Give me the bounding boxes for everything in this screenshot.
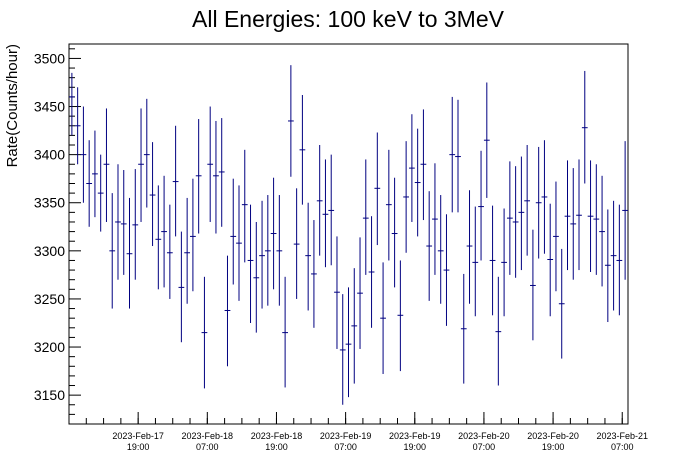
y-tick-label: 3250 (34, 291, 65, 307)
plot-frame (68, 43, 629, 425)
y-tick-label: 3300 (34, 243, 65, 259)
x-tick-hour: 19:00 (265, 442, 288, 452)
y-tick-label: 3350 (34, 195, 65, 211)
x-tick-hour: 19:00 (127, 442, 150, 452)
x-tick-hour: 19:00 (542, 442, 565, 452)
y-axis-label: Rate(Counts/hour) (4, 44, 21, 167)
x-tick-hour: 07:00 (473, 442, 496, 452)
y-tick-label: 3150 (34, 387, 65, 403)
chart-title: All Energies: 100 keV to 3MeV (192, 6, 504, 32)
x-tick-hour: 19:00 (404, 442, 427, 452)
x-tick-date: 2023-Feb-18 (251, 431, 303, 441)
x-tick-hour: 07:00 (334, 442, 357, 452)
x-tick-hour: 07:00 (611, 442, 634, 452)
y-tick-label: 3200 (34, 339, 65, 355)
x-tick-date: 2023-Feb-20 (527, 431, 579, 441)
y-tick-label: 3450 (34, 99, 65, 115)
x-tick-date: 2023-Feb-17 (112, 431, 164, 441)
x-tick-date: 2023-Feb-19 (320, 431, 372, 441)
x-tick-date: 2023-Feb-20 (458, 431, 510, 441)
y-tick-label: 3400 (34, 147, 65, 163)
y-tick-label: 3500 (34, 50, 65, 66)
x-tick-date: 2023-Feb-18 (182, 431, 234, 441)
x-tick-hour: 07:00 (196, 442, 219, 452)
x-tick-date: 2023-Feb-21 (596, 431, 648, 441)
x-tick-date: 2023-Feb-19 (389, 431, 441, 441)
